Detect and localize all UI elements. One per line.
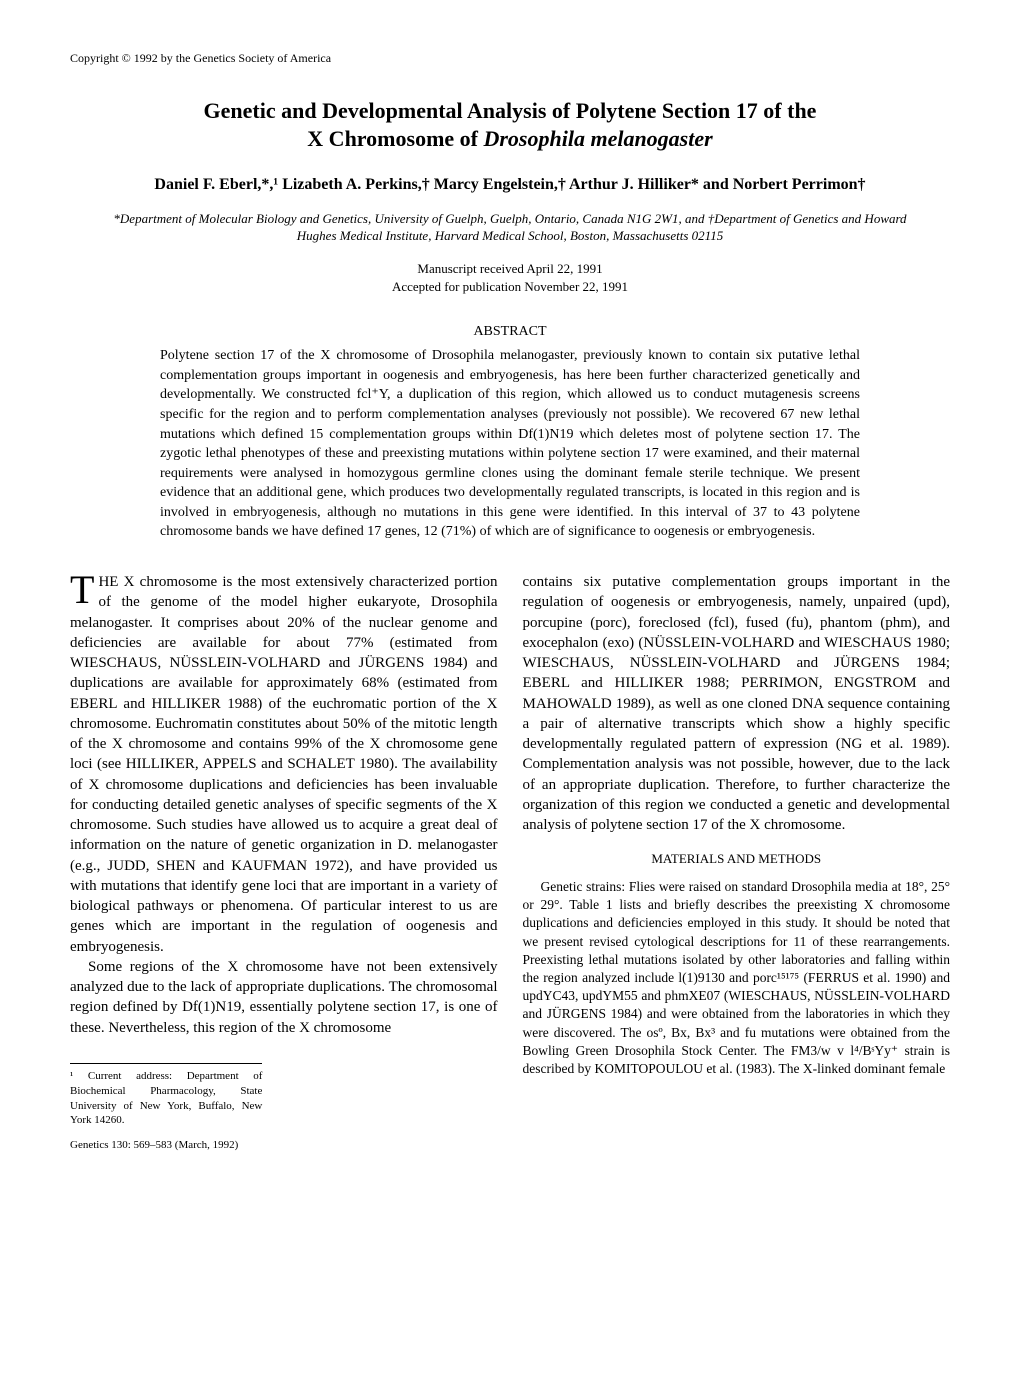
abstract-text: Polytene section 17 of the X chromosome … [160, 346, 860, 542]
page-footer: Genetics 130: 569–583 (March, 1992) [70, 1138, 498, 1153]
intro-para-1-text: HE X chromosome is the most extensively … [70, 574, 498, 955]
intro-continued: contains six putative complementation gr… [523, 572, 951, 835]
title-text-2: X Chromosome of [307, 126, 483, 151]
intro-para-2: Some regions of the X chromosome have no… [70, 957, 498, 1038]
methods-text: Genetic strains: Flies were raised on st… [523, 878, 951, 1078]
author-list: Daniel F. Eberl,*,¹ Lizabeth A. Perkins,… [70, 174, 950, 196]
title-species: Drosophila melanogaster [483, 126, 712, 151]
methods-para-1: Genetic strains: Flies were raised on st… [523, 878, 951, 1078]
right-column: contains six putative complementation gr… [523, 572, 951, 1153]
received-date: Manuscript received April 22, 1991 [417, 261, 602, 276]
copyright-line: Copyright © 1992 by the Genetics Society… [70, 50, 950, 67]
title-text-1: Genetic and Developmental Analysis of Po… [204, 98, 817, 123]
left-column: THE X chromosome is the most extensively… [70, 572, 498, 1153]
body-columns: THE X chromosome is the most extensively… [70, 572, 950, 1153]
intro-para-1: THE X chromosome is the most extensively… [70, 572, 498, 957]
footnote: ¹ Current address: Department of Biochem… [70, 1063, 262, 1128]
methods-heading: MATERIALS AND METHODS [523, 850, 951, 868]
affiliations: *Department of Molecular Biology and Gen… [110, 211, 910, 245]
manuscript-dates: Manuscript received April 22, 1991 Accep… [70, 260, 950, 296]
abstract-heading: ABSTRACT [70, 322, 950, 342]
dropcap-t: T [70, 572, 98, 606]
article-title: Genetic and Developmental Analysis of Po… [130, 97, 890, 154]
accepted-date: Accepted for publication November 22, 19… [392, 279, 628, 294]
